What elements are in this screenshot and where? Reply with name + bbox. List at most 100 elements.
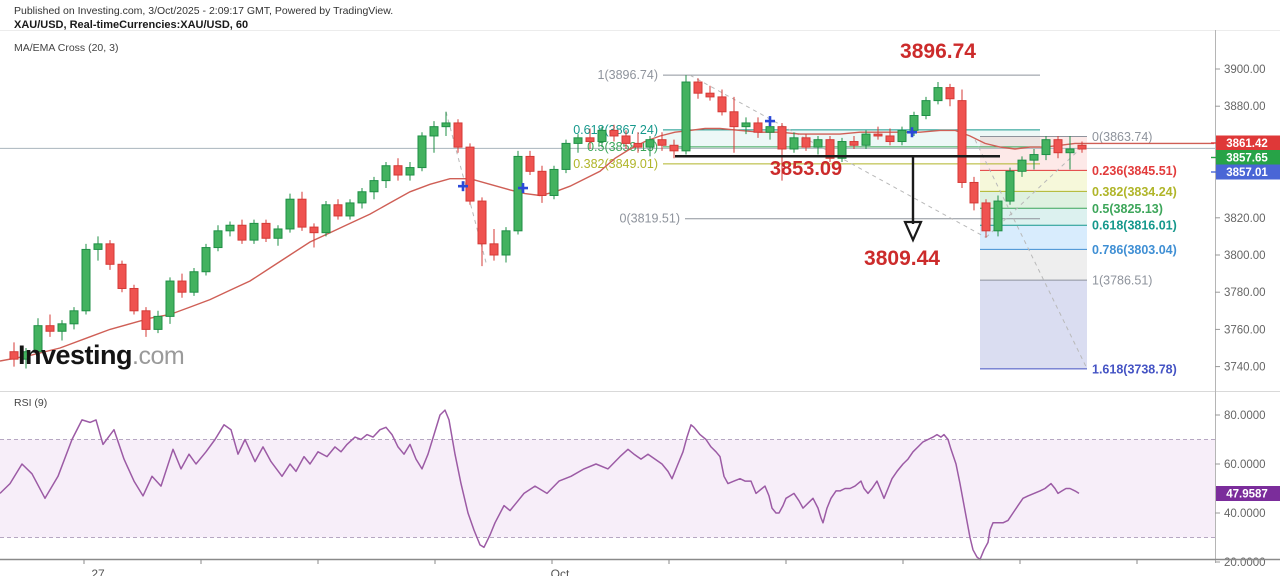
fib-extension-label: 1.618(3738.78)	[1092, 362, 1177, 376]
candle-body	[453, 122, 463, 148]
candle-body	[405, 167, 415, 176]
rsi-axis-tick-label: 40.0000	[1224, 508, 1266, 520]
candle-body	[885, 135, 895, 143]
candle-body	[381, 165, 391, 182]
candle-body	[237, 224, 247, 241]
candle-body	[801, 137, 811, 148]
candle-body	[105, 243, 115, 265]
logo-suffix: .com	[132, 342, 185, 370]
candle-body	[573, 137, 583, 144]
price-axis-tick-label: 3820.00	[1224, 213, 1266, 225]
fib-extension-band	[980, 280, 1087, 369]
candle-body	[213, 230, 223, 249]
axis-price-badge-text: 3857.01	[1226, 167, 1268, 179]
candle-body	[777, 126, 787, 150]
support-annotation: 3853.09	[770, 158, 842, 180]
price-axis-tick-label: 3800.00	[1224, 250, 1266, 262]
candle-body	[621, 135, 631, 144]
candle-body	[669, 144, 679, 152]
candle-body	[441, 122, 451, 128]
axis-price-badge	[1216, 135, 1280, 151]
candle-body	[45, 325, 55, 332]
candle-body	[1029, 154, 1039, 161]
candle-body	[1041, 139, 1051, 156]
candle-body	[393, 165, 403, 176]
candle-body	[357, 191, 367, 204]
candle-body	[417, 135, 427, 169]
price-axis-tick-label: 3780.00	[1224, 287, 1266, 299]
symbol-title: XAU/USD, Real-timeCurrencies:XAU/USD, 60	[14, 19, 249, 31]
candle-body	[153, 315, 163, 330]
logo-main: Investing	[18, 340, 133, 370]
fib-extension-label: 1(3786.51)	[1092, 274, 1152, 288]
candle-body	[57, 323, 67, 332]
fib-extension-label: 0.618(3816.01)	[1092, 219, 1177, 233]
candle-body	[753, 122, 763, 133]
time-axis-label: 27	[91, 567, 105, 576]
candle-body	[477, 200, 487, 245]
candle-body	[201, 247, 211, 273]
candle-body	[321, 204, 331, 234]
fib-trend-dashed-line	[974, 139, 1087, 367]
candle-body	[765, 126, 775, 133]
candle-body	[129, 287, 139, 312]
candle-body	[225, 224, 235, 232]
candle-body	[81, 248, 91, 312]
rsi-band	[0, 439, 1215, 538]
candle-body	[513, 155, 523, 232]
candle-body	[369, 180, 379, 193]
candle-body	[333, 204, 343, 217]
candle-body	[525, 155, 535, 172]
rsi-value-badge-text: 47.9587	[1226, 489, 1268, 501]
price-axis-tick-label: 3900.00	[1224, 64, 1266, 76]
candle-body	[945, 87, 955, 100]
candle-body	[981, 202, 991, 232]
candle-body	[273, 228, 283, 239]
candle-body	[189, 271, 199, 293]
down-arrow-head	[903, 220, 923, 243]
fib-extension-label: 0(3863.74)	[1092, 130, 1152, 144]
fib-retracement-label: 0.382(3849.01)	[573, 157, 658, 171]
axis-price-badge	[1216, 164, 1280, 180]
candle-body	[705, 92, 715, 98]
axis-price-badge-text: 3861.42	[1226, 138, 1268, 150]
candle-body	[861, 133, 871, 146]
fib-extension-label: 0.5(3825.13)	[1092, 202, 1163, 216]
candle-body	[9, 351, 19, 360]
candle-body	[21, 351, 31, 360]
candle-body	[693, 81, 703, 94]
fib-extension-label: 0.382(3834.24)	[1092, 185, 1177, 199]
high-annotation: 3896.74	[900, 40, 976, 63]
fib-extension-label: 0.786(3803.04)	[1092, 243, 1177, 257]
candle-body	[681, 81, 691, 152]
candle-body	[909, 115, 919, 131]
candle-body	[873, 133, 883, 137]
price-axis-tick-label: 3740.00	[1224, 362, 1266, 374]
candle-body	[69, 310, 79, 325]
candle-body	[729, 111, 739, 128]
candle-body	[897, 129, 907, 143]
candle-body	[933, 87, 943, 102]
candle-body	[177, 280, 187, 293]
target-annotation: 3809.44	[864, 247, 940, 270]
candle-body	[261, 222, 271, 239]
candle-body	[249, 222, 259, 241]
fib-retracement-label: 0(3819.51)	[620, 212, 680, 226]
candle-body	[969, 181, 979, 204]
indicator-label: MA/EMA Cross (20, 3)	[14, 42, 119, 54]
published-line: Published on Investing.com, 3/Oct/2025 -…	[14, 5, 394, 17]
candle-body	[537, 170, 547, 196]
candle-body	[813, 139, 823, 148]
axis-price-badge-text: 3857.65	[1226, 153, 1268, 165]
candle-body	[465, 146, 475, 202]
ma-line	[0, 127, 1214, 362]
candle-body	[1005, 170, 1015, 202]
candle-body	[489, 243, 499, 256]
candle-body	[993, 200, 1003, 232]
candle-body	[1077, 144, 1087, 150]
price-axis-tick-label: 3760.00	[1224, 324, 1266, 336]
axis-price-badge	[1216, 150, 1280, 165]
rsi-value-badge	[1216, 486, 1280, 502]
